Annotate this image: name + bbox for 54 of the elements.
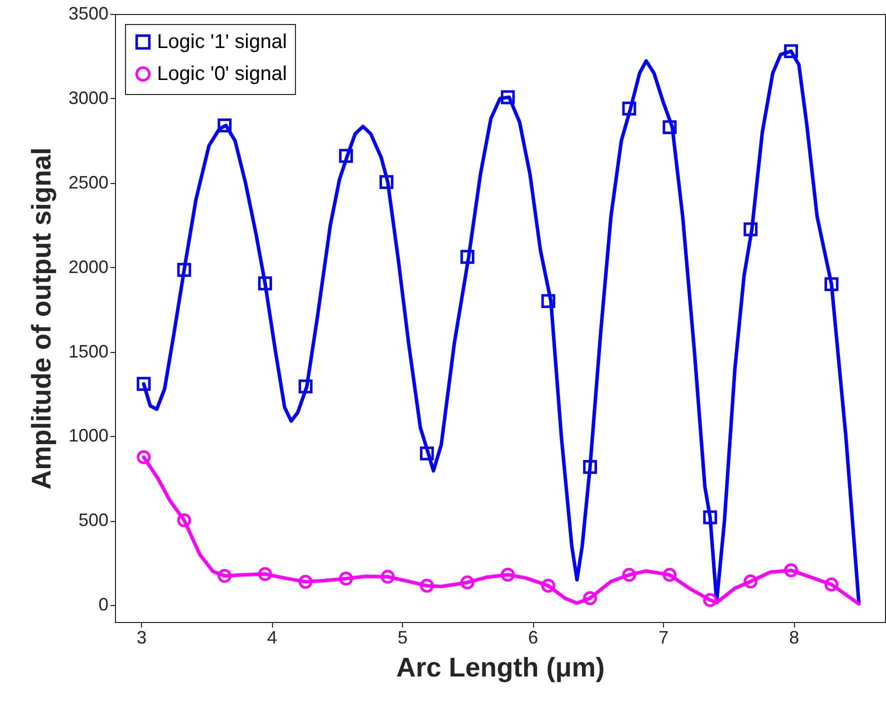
point	[583, 460, 597, 474]
point	[460, 576, 474, 590]
point	[784, 44, 798, 58]
y-axis-title: Amplitude of output signal	[26, 148, 56, 490]
point	[784, 563, 798, 578]
point	[622, 568, 636, 582]
y-tick-label: 2000	[68, 256, 108, 277]
point	[380, 570, 395, 584]
point	[258, 276, 272, 290]
point	[744, 574, 758, 588]
point	[420, 578, 434, 593]
point	[218, 118, 232, 132]
point	[662, 568, 677, 582]
x-tick-label: 8	[789, 628, 800, 648]
point	[177, 513, 192, 528]
y-tick-label: 1500	[68, 341, 108, 362]
y-tick-label: 3500	[68, 4, 108, 24]
point	[541, 578, 556, 593]
point	[298, 379, 312, 394]
x-tick-label: 5	[398, 628, 408, 648]
point	[460, 250, 474, 264]
point	[500, 568, 515, 582]
legend-label: Logic '0' signal	[157, 63, 287, 85]
point	[339, 148, 353, 163]
x-axis-title: Arc Length (μm)	[396, 652, 605, 682]
x-tick-label: 3	[136, 628, 147, 648]
y-tick-label: 500	[78, 510, 108, 530]
point	[380, 175, 394, 189]
point	[298, 574, 312, 589]
point	[703, 593, 718, 607]
point	[622, 102, 636, 116]
point	[824, 277, 838, 292]
point	[339, 572, 353, 586]
legend-label: Logic '1' signal	[157, 31, 287, 53]
x-tick-label: 7	[658, 628, 669, 648]
x-tick-label: 6	[528, 628, 538, 648]
y-tick-label: 3000	[68, 88, 108, 108]
x-tick-label: 4	[267, 628, 278, 648]
point	[662, 120, 677, 134]
point	[824, 578, 838, 592]
point	[703, 510, 718, 524]
y-tick-label: 2500	[68, 172, 108, 192]
point	[177, 262, 192, 277]
point	[541, 294, 556, 308]
point	[218, 568, 232, 583]
point	[136, 376, 151, 391]
y-tick-label: 1000	[68, 426, 108, 446]
point	[420, 446, 434, 460]
point	[500, 90, 515, 104]
point	[744, 222, 758, 236]
point	[258, 567, 272, 581]
y-tick-label: 0	[98, 594, 108, 615]
point	[583, 591, 597, 606]
point	[136, 450, 151, 464]
